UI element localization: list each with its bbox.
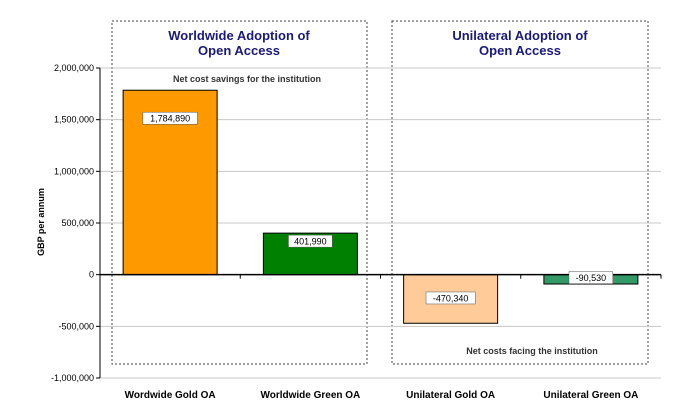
x-category-label: Wordwide Gold OA xyxy=(125,390,216,401)
y-tick-label: 1,000,000 xyxy=(54,166,94,176)
y-axis-title: GBP per annum xyxy=(36,188,46,256)
data-label: 401,990 xyxy=(294,237,327,247)
y-tick-label: 0 xyxy=(89,270,94,280)
data-label-box xyxy=(142,111,198,125)
data-label-box xyxy=(425,291,476,305)
unilateral-panel-frame xyxy=(391,20,649,365)
worldwide-panel-title-line2: Open Access xyxy=(198,43,280,58)
unilateral-panel-title-line1: Unilateral Adoption of xyxy=(452,28,588,43)
costs-annotation: Net costs facing the institution xyxy=(466,346,598,356)
y-tick-label: -1,000,000 xyxy=(51,373,94,383)
x-category-label: Worldwide Green OA xyxy=(260,390,360,401)
y-tick-label: 2,000,000 xyxy=(54,63,94,73)
savings-annotation: Net cost savings for the institution xyxy=(173,74,321,84)
data-label-box xyxy=(568,271,614,284)
x-category-label: Unilateral Green OA xyxy=(543,390,638,401)
data-label: 1,784,890 xyxy=(150,114,190,124)
data-label: -90,530 xyxy=(576,273,607,283)
worldwide-panel-frame xyxy=(111,20,368,365)
y-tick-label: -500,000 xyxy=(58,321,94,331)
data-label: -470,340 xyxy=(433,293,469,303)
data-label-box xyxy=(288,234,333,248)
x-category-label: Unilateral Gold OA xyxy=(406,390,495,401)
unilateral-panel-title-line2: Open Access xyxy=(479,43,561,58)
y-tick-label: 1,500,000 xyxy=(54,115,94,125)
worldwide-panel-title-line1: Worldwide Adoption of xyxy=(168,28,310,43)
y-tick-label: 500,000 xyxy=(61,218,94,228)
